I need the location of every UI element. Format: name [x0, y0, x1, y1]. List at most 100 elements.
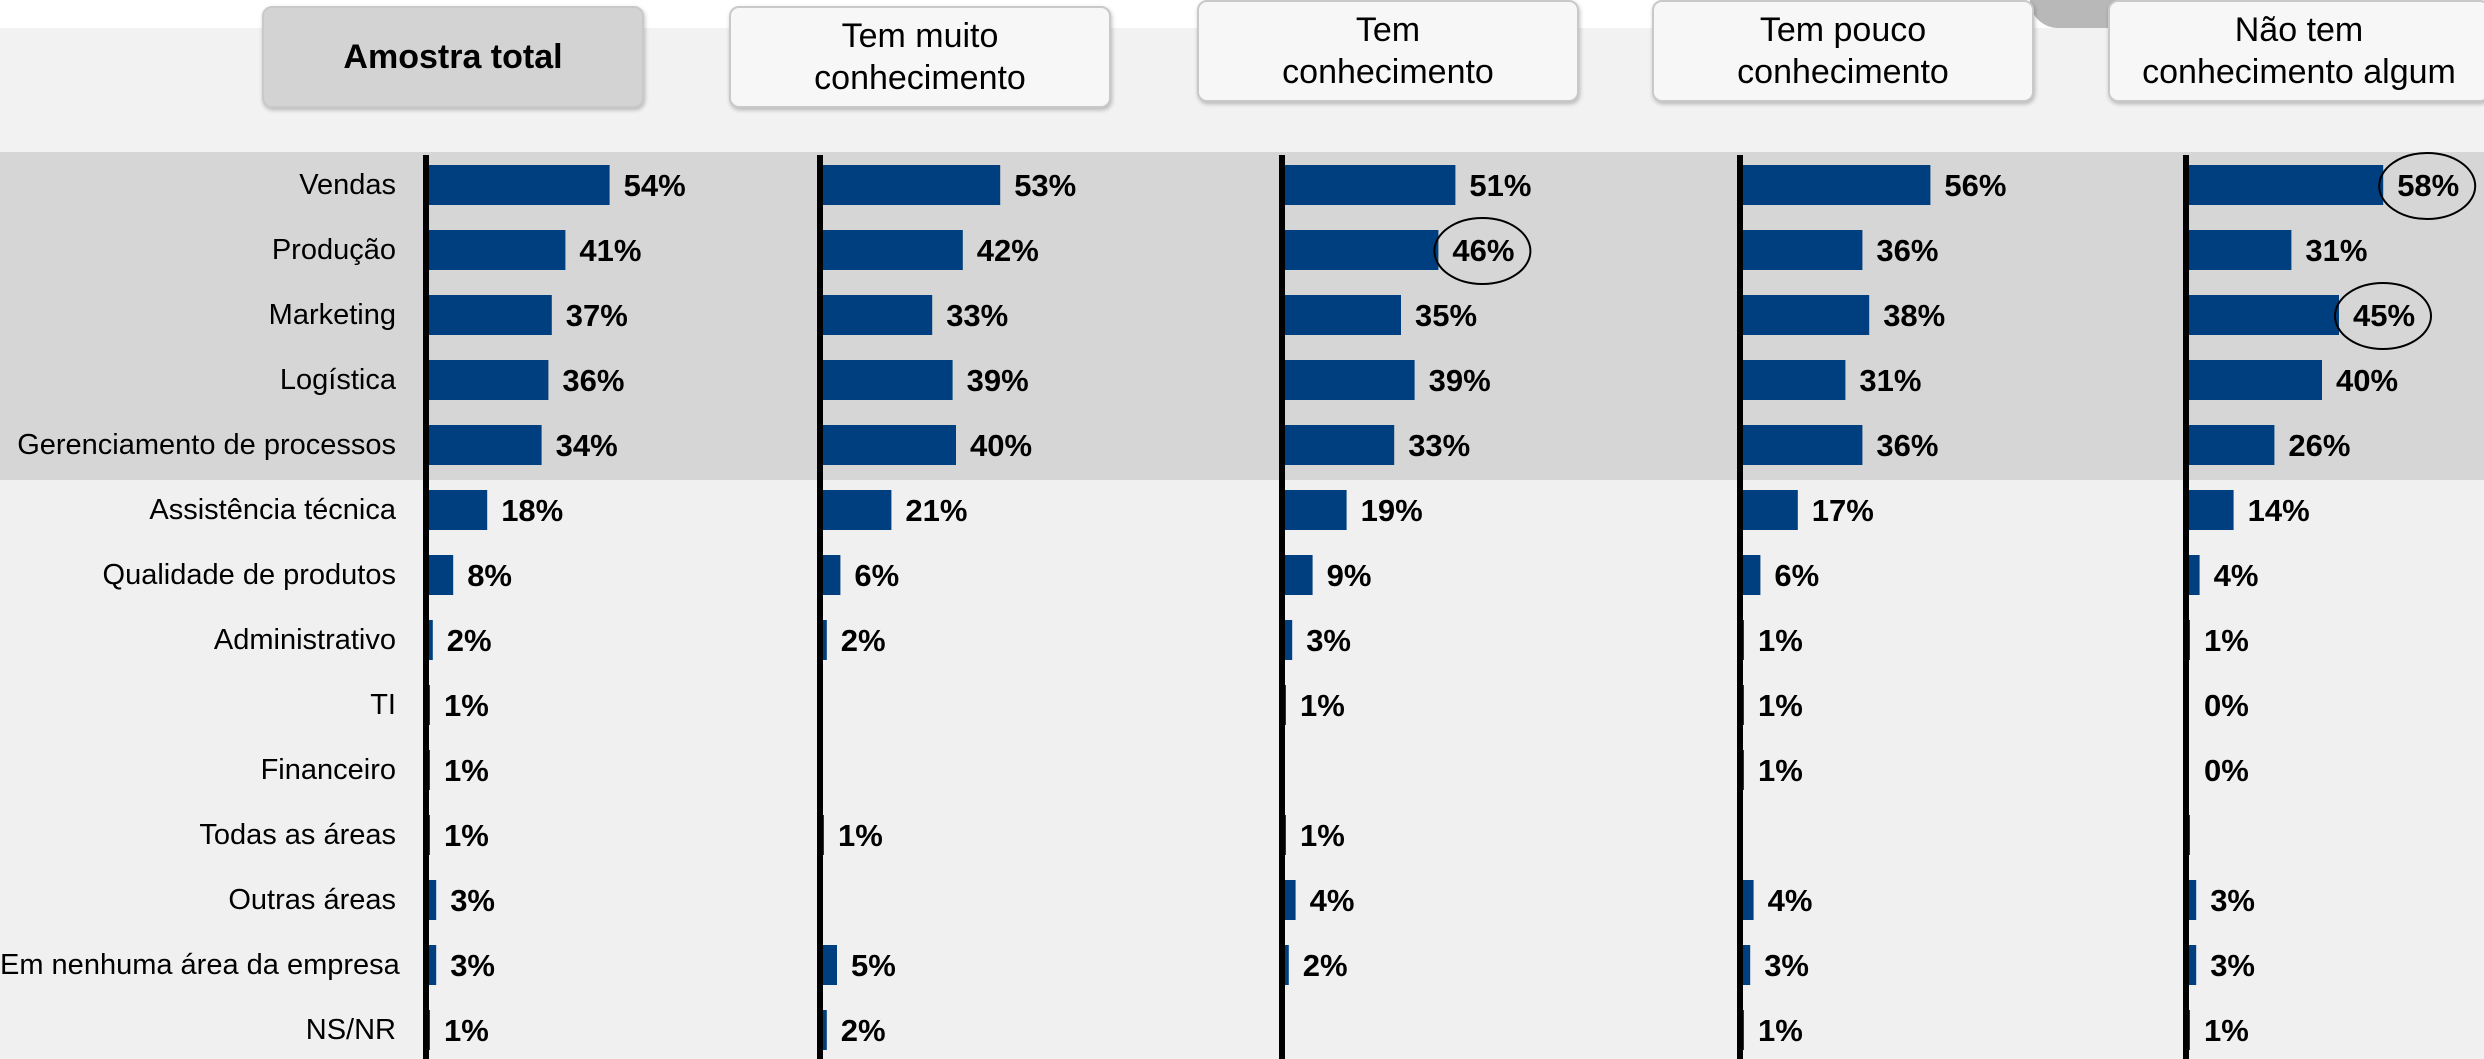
- bar: [1282, 620, 1293, 660]
- data-label: 41%: [579, 233, 641, 268]
- data-label: 19%: [1361, 493, 1423, 528]
- data-label: 26%: [2288, 428, 2350, 463]
- data-label: 56%: [1944, 168, 2006, 203]
- bar: [426, 165, 610, 205]
- data-label: 35%: [1415, 298, 1477, 333]
- data-label: 3%: [1764, 948, 1809, 983]
- bar: [2186, 230, 2292, 270]
- bar: [1282, 295, 1401, 335]
- header-line: conhecimento: [1737, 53, 1949, 91]
- bar: [820, 490, 892, 530]
- bar: [1740, 165, 1931, 205]
- header-tem-conhecimento-text: Tem conhecimento: [1282, 9, 1494, 93]
- data-label: 39%: [1429, 363, 1491, 398]
- bar: [426, 230, 566, 270]
- bar: [2186, 295, 2339, 335]
- bar: [1740, 425, 1863, 465]
- bar: [1282, 945, 1289, 985]
- data-label: 36%: [1876, 233, 1938, 268]
- data-label: 46%: [1452, 233, 1514, 268]
- data-label: 0%: [2204, 688, 2249, 723]
- data-label: 3%: [450, 883, 495, 918]
- header-line: Tem: [1355, 11, 1421, 49]
- bar: [820, 295, 933, 335]
- data-label: 2%: [841, 623, 886, 658]
- bar: [1740, 230, 1863, 270]
- data-label: 1%: [1300, 688, 1345, 723]
- header-amostra-total-label: Amostra total: [343, 38, 563, 76]
- data-label: 1%: [444, 818, 489, 853]
- data-label: 4%: [1310, 883, 1355, 918]
- category-label: Qualidade de produtos: [102, 559, 396, 591]
- header-line: Não tem: [2234, 11, 2364, 49]
- data-label: 33%: [946, 298, 1008, 333]
- data-label: 8%: [467, 558, 512, 593]
- bar: [2186, 555, 2200, 595]
- data-label: 2%: [841, 1013, 886, 1048]
- data-label: 1%: [444, 1013, 489, 1048]
- bar: [820, 555, 841, 595]
- bar: [1740, 945, 1751, 985]
- data-label: 53%: [1014, 168, 1076, 203]
- bar: [426, 555, 454, 595]
- data-label: 33%: [1408, 428, 1470, 463]
- category-label: Vendas: [299, 169, 396, 201]
- bar: [2186, 165, 2384, 205]
- data-label: 37%: [566, 298, 628, 333]
- category-label: Administrativo: [213, 624, 396, 656]
- data-label: 39%: [967, 363, 1029, 398]
- data-label: 42%: [977, 233, 1039, 268]
- bar: [2186, 945, 2197, 985]
- highlight-circle: [1433, 217, 1532, 285]
- data-label: 1%: [838, 818, 883, 853]
- header-line: conhecimento: [1282, 53, 1494, 91]
- category-label: Logística: [279, 364, 396, 396]
- category-label: Assistência técnica: [149, 494, 396, 526]
- data-label: 4%: [1768, 883, 1813, 918]
- data-label: 1%: [1758, 623, 1803, 658]
- bar: [1740, 880, 1754, 920]
- data-label: 1%: [1300, 818, 1345, 853]
- header-line: Tem muito: [841, 17, 999, 55]
- header-tem-muito-conhecimento-text: Tem muito conhecimento: [814, 15, 1026, 99]
- bar: [1740, 360, 1846, 400]
- data-label: 38%: [1883, 298, 1945, 333]
- bar: [426, 425, 542, 465]
- data-label: 31%: [2305, 233, 2367, 268]
- bar: [820, 360, 953, 400]
- data-label: 36%: [562, 363, 624, 398]
- bar: [1282, 880, 1296, 920]
- bar: [1282, 490, 1347, 530]
- data-label: 14%: [2248, 493, 2310, 528]
- data-label: 17%: [1812, 493, 1874, 528]
- data-label: 4%: [2214, 558, 2259, 593]
- data-label: 6%: [1774, 558, 1819, 593]
- data-label: 1%: [444, 688, 489, 723]
- data-label: 54%: [624, 168, 686, 203]
- bar: [820, 620, 827, 660]
- bar: [820, 425, 956, 465]
- data-label: 45%: [2353, 298, 2415, 333]
- data-label: 1%: [444, 753, 489, 788]
- bar: [1282, 360, 1415, 400]
- data-label: 58%: [2397, 168, 2459, 203]
- bar: [820, 945, 837, 985]
- category-label: Todas as áreas: [199, 819, 396, 851]
- data-label: 1%: [1758, 1013, 1803, 1048]
- data-label: 2%: [1303, 948, 1348, 983]
- bar: [426, 360, 549, 400]
- header-line: Tem pouco: [1759, 11, 1927, 49]
- data-label: 2%: [447, 623, 492, 658]
- bar: [1282, 555, 1313, 595]
- data-label: 3%: [2210, 948, 2255, 983]
- header-nao-tem-conhecimento: Não tem conhecimento algum: [2108, 0, 2484, 102]
- header-tem-muito-conhecimento: Tem muito conhecimento: [729, 6, 1111, 108]
- bar: [426, 620, 433, 660]
- bar: [426, 295, 552, 335]
- bar: [1282, 165, 1456, 205]
- header-tem-conhecimento: Tem conhecimento: [1197, 0, 1579, 102]
- data-label: 40%: [2336, 363, 2398, 398]
- header-nao-tem-conhecimento-text: Não tem conhecimento algum: [2142, 9, 2456, 93]
- bar: [1740, 555, 1761, 595]
